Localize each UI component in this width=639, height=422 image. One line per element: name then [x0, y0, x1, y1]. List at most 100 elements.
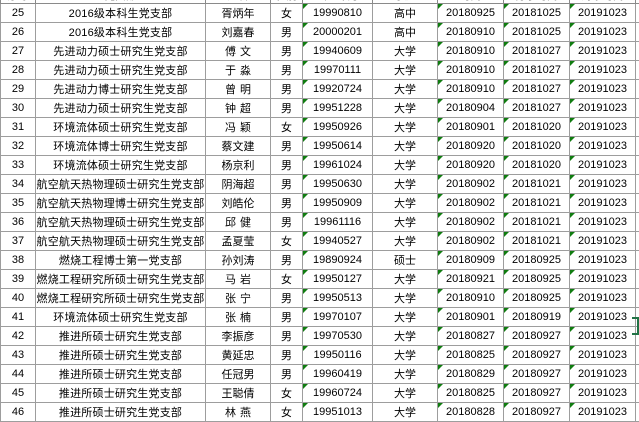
- date-cell-d1[interactable]: 20180902: [438, 194, 504, 213]
- gender-cell[interactable]: 男: [271, 156, 303, 175]
- education-cell[interactable]: 大学: [373, 308, 438, 327]
- education-cell[interactable]: 大学: [373, 61, 438, 80]
- gender-cell[interactable]: 女: [271, 4, 303, 23]
- date-cell-d2[interactable]: 20181027: [504, 61, 570, 80]
- name-cell[interactable]: 林燕: [206, 403, 271, 422]
- date-cell-birth[interactable]: 19940527: [303, 232, 373, 251]
- date-cell-birth[interactable]: 19890924: [303, 251, 373, 270]
- date-cell-birth[interactable]: 19940609: [303, 42, 373, 61]
- date-cell-d2[interactable]: 20181027: [504, 80, 570, 99]
- gender-cell[interactable]: 男: [271, 137, 303, 156]
- name-cell[interactable]: 张宁: [206, 289, 271, 308]
- education-cell[interactable]: 大学: [373, 403, 438, 422]
- branch-cell[interactable]: 推进所硕士研究生党支部: [36, 327, 206, 346]
- date-cell-d1[interactable]: 20180825: [438, 346, 504, 365]
- yesno-cell-y1[interactable]: 是: [636, 403, 639, 422]
- yesno-cell-y1[interactable]: 是: [636, 4, 639, 23]
- date-cell-birth[interactable]: 19961116: [303, 213, 373, 232]
- date-cell-d1[interactable]: 20180904: [438, 99, 504, 118]
- gender-cell[interactable]: 男: [271, 346, 303, 365]
- yesno-cell-y1[interactable]: 是: [636, 42, 639, 61]
- branch-cell[interactable]: 环境流体硕士研究生党支部: [36, 308, 206, 327]
- date-cell-birth[interactable]: 19950127: [303, 270, 373, 289]
- education-cell[interactable]: 大学: [373, 270, 438, 289]
- date-cell-d3[interactable]: 20191023: [570, 80, 636, 99]
- education-cell[interactable]: 大学: [373, 232, 438, 251]
- branch-cell[interactable]: 燃烧工程研究所硕士研究生党支部: [36, 270, 206, 289]
- date-cell-d3[interactable]: 20191023: [570, 99, 636, 118]
- name-cell[interactable]: 张楠: [206, 308, 271, 327]
- branch-cell[interactable]: 2016级本科生党支部: [36, 23, 206, 42]
- yesno-cell-y1[interactable]: 是: [636, 194, 639, 213]
- date-cell-birth[interactable]: 19970107: [303, 308, 373, 327]
- gender-cell[interactable]: 男: [271, 23, 303, 42]
- date-cell-d3[interactable]: 20191023: [570, 194, 636, 213]
- date-cell-d2[interactable]: 20180927: [504, 403, 570, 422]
- date-cell-birth[interactable]: 19950926: [303, 118, 373, 137]
- date-cell-d3[interactable]: 20191023: [570, 42, 636, 61]
- branch-cell[interactable]: 推进所硕士研究生党支部: [36, 365, 206, 384]
- gender-cell[interactable]: 男: [271, 308, 303, 327]
- date-cell-d2[interactable]: 20180925: [504, 251, 570, 270]
- branch-cell[interactable]: 航空航天热物理硕士研究生党支部: [36, 213, 206, 232]
- education-cell[interactable]: 大学: [373, 194, 438, 213]
- date-cell-birth[interactable]: 19950116: [303, 346, 373, 365]
- yesno-cell-y1[interactable]: 是: [636, 346, 639, 365]
- date-cell-d2[interactable]: 20181027: [504, 42, 570, 61]
- spreadsheet-canvas[interactable]: 序号党支部姓名性别出生年月学历时间分子时间对象时间培训结业252016级本科生党…: [0, 0, 639, 410]
- name-cell[interactable]: 刘皓伦: [206, 194, 271, 213]
- date-cell-d1[interactable]: 20180828: [438, 403, 504, 422]
- date-cell-d2[interactable]: 20180925: [504, 289, 570, 308]
- branch-cell[interactable]: 航空航天热物理博士研究生党支部: [36, 194, 206, 213]
- date-cell-d2[interactable]: 20181025: [504, 23, 570, 42]
- name-cell[interactable]: 冯颖: [206, 118, 271, 137]
- date-cell-d1[interactable]: 20180910: [438, 23, 504, 42]
- date-cell-d3[interactable]: 20191023: [570, 232, 636, 251]
- yesno-cell-y1[interactable]: 是: [636, 232, 639, 251]
- date-cell-d3[interactable]: 20191023: [570, 365, 636, 384]
- date-cell-d3[interactable]: 20191023: [570, 327, 636, 346]
- yesno-cell-y1[interactable]: 是: [636, 270, 639, 289]
- date-cell-d3[interactable]: 20191023: [570, 156, 636, 175]
- yesno-cell-y1[interactable]: 是: [636, 251, 639, 270]
- name-cell[interactable]: 任冠男: [206, 365, 271, 384]
- gender-cell[interactable]: 男: [271, 80, 303, 99]
- gender-cell[interactable]: 男: [271, 365, 303, 384]
- date-cell-birth[interactable]: 19960724: [303, 384, 373, 403]
- date-cell-d2[interactable]: 20181020: [504, 137, 570, 156]
- date-cell-d1[interactable]: 20180910: [438, 289, 504, 308]
- name-cell[interactable]: 李振彦: [206, 327, 271, 346]
- branch-cell[interactable]: 先进动力博士研究生党支部: [36, 80, 206, 99]
- date-cell-d3[interactable]: 20191023: [570, 175, 636, 194]
- date-cell-d1[interactable]: 20180902: [438, 175, 504, 194]
- education-cell[interactable]: 大学: [373, 289, 438, 308]
- date-cell-d2[interactable]: 20181021: [504, 175, 570, 194]
- date-cell-d2[interactable]: 20181021: [504, 232, 570, 251]
- name-cell[interactable]: 杨京利: [206, 156, 271, 175]
- education-cell[interactable]: 大学: [373, 346, 438, 365]
- branch-cell[interactable]: 先进动力硕士研究生党支部: [36, 99, 206, 118]
- gender-cell[interactable]: 男: [271, 42, 303, 61]
- name-cell[interactable]: 阴海超: [206, 175, 271, 194]
- branch-cell[interactable]: 推进所硕士研究生党支部: [36, 403, 206, 422]
- name-cell[interactable]: 曾明: [206, 80, 271, 99]
- education-cell[interactable]: 大学: [373, 213, 438, 232]
- yesno-cell-y1[interactable]: 是: [636, 175, 639, 194]
- gender-cell[interactable]: 女: [271, 232, 303, 251]
- yesno-cell-y1[interactable]: 是: [636, 23, 639, 42]
- date-cell-d1[interactable]: 20180910: [438, 61, 504, 80]
- date-cell-d2[interactable]: 20181020: [504, 118, 570, 137]
- date-cell-d1[interactable]: 20180925: [438, 4, 504, 23]
- date-cell-d1[interactable]: 20180920: [438, 137, 504, 156]
- date-cell-d2[interactable]: 20180927: [504, 365, 570, 384]
